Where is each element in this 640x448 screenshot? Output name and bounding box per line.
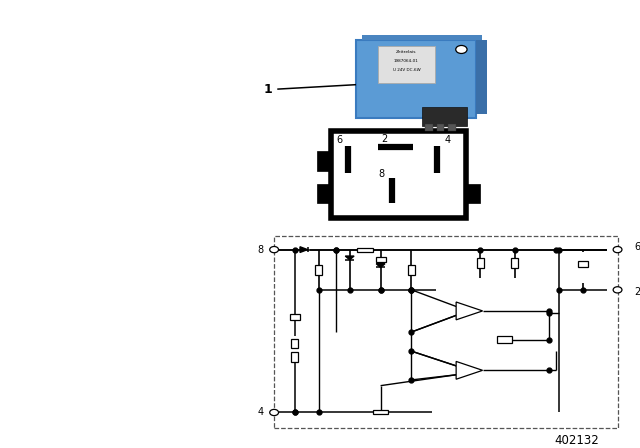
Bar	[291, 339, 298, 349]
Text: 402132: 402132	[554, 434, 598, 447]
Text: 8: 8	[378, 169, 384, 179]
Text: 1: 1	[264, 82, 272, 95]
Bar	[357, 248, 373, 252]
Bar	[408, 265, 415, 275]
Circle shape	[613, 246, 622, 253]
Bar	[465, 184, 480, 203]
Bar	[477, 258, 484, 268]
Bar	[290, 314, 300, 320]
Text: 4: 4	[257, 408, 264, 418]
Bar	[316, 265, 322, 275]
Text: U 24V DC-6W: U 24V DC-6W	[392, 68, 420, 72]
Text: 6: 6	[336, 135, 342, 145]
Bar	[376, 257, 386, 262]
Circle shape	[613, 287, 622, 293]
Polygon shape	[376, 264, 385, 267]
Bar	[511, 258, 518, 268]
Bar	[274, 236, 618, 428]
Bar	[317, 151, 332, 171]
Bar	[422, 107, 467, 126]
Bar	[578, 261, 588, 267]
Bar	[372, 410, 388, 414]
Polygon shape	[300, 247, 308, 253]
Circle shape	[269, 409, 278, 416]
Bar	[378, 46, 435, 83]
Polygon shape	[345, 256, 354, 260]
Bar	[291, 352, 298, 362]
Text: 2: 2	[635, 287, 640, 297]
Text: Zeitrelais: Zeitrelais	[396, 50, 417, 54]
Bar	[497, 336, 512, 344]
Text: 2: 2	[381, 134, 388, 144]
Bar	[448, 125, 456, 130]
Bar	[437, 125, 444, 130]
Bar	[356, 40, 476, 118]
Text: 6: 6	[635, 242, 640, 252]
Bar	[362, 35, 482, 40]
Text: 1987064-01: 1987064-01	[394, 59, 419, 63]
Bar	[317, 184, 332, 203]
Circle shape	[269, 246, 278, 253]
Polygon shape	[456, 362, 483, 379]
Text: 4: 4	[445, 135, 451, 145]
Text: 8: 8	[257, 245, 264, 254]
Bar	[426, 125, 433, 130]
Circle shape	[456, 45, 467, 53]
Bar	[331, 131, 467, 218]
Bar	[476, 40, 487, 114]
Polygon shape	[456, 302, 483, 320]
